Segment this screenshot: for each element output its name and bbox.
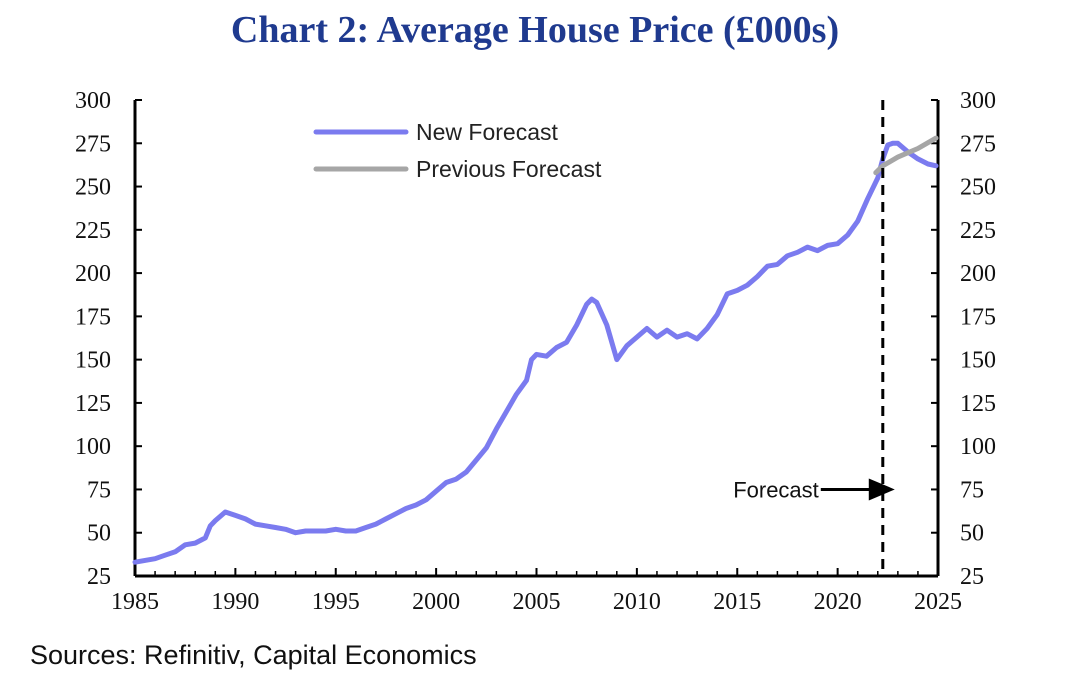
y-tick-label-right: 300 — [960, 88, 996, 114]
x-tick-labels: 1985 1990 1995 2000 2005 2010 2015 2020 2025 — [111, 589, 962, 615]
x-tick-label: 1995 — [312, 589, 360, 615]
legend-label: Previous Forecast — [416, 156, 602, 182]
y-tick-label-left: 50 — [87, 521, 111, 547]
y-tick-label-left: 275 — [75, 131, 111, 157]
forecast-arrow-head — [868, 478, 895, 501]
legend-label: New Forecast — [416, 119, 558, 145]
y-tick-label-left: 100 — [75, 434, 111, 460]
forecast-annotation: Forecast — [733, 477, 819, 502]
y-tick-label-left: 150 — [75, 348, 111, 374]
source-note: Sources: Refinitiv, Capital Economics — [30, 640, 477, 670]
y-tick-label-right: 175 — [960, 304, 996, 330]
y-tick-label-left: 300 — [75, 88, 111, 114]
x-tick-label: 2015 — [713, 589, 761, 615]
axes — [133, 99, 940, 578]
y-tick-label-left: 125 — [75, 391, 111, 417]
forecast-marker: Forecast — [733, 100, 895, 576]
y-tick-label-right: 225 — [960, 218, 996, 244]
y-tick-label-right: 275 — [960, 131, 996, 157]
x-tick-label: 2000 — [412, 589, 460, 615]
y-tick-label-left: 25 — [87, 564, 111, 590]
x-tick-label: 2025 — [914, 589, 962, 615]
chart-title: Chart 2: Average House Price (£000s) — [230, 9, 840, 51]
y-tick-label-right: 100 — [960, 434, 996, 460]
y-tick-label-left: 175 — [75, 304, 111, 330]
x-tick-label: 2005 — [513, 589, 561, 615]
y-tick-label-right: 25 — [960, 564, 984, 590]
x-tick-label: 2010 — [613, 589, 661, 615]
left-tick-labels: 25 50 75 100 125 150 175 200 225 250 275 300 — [75, 88, 111, 590]
x-tick-label: 2020 — [814, 589, 862, 615]
y-tick-label-right: 150 — [960, 348, 996, 374]
y-tick-label-left: 200 — [75, 261, 111, 287]
y-tick-label-right: 50 — [960, 521, 984, 547]
y-tick-label-left: 75 — [87, 477, 111, 503]
series-line-new-forecast — [132, 140, 939, 565]
y-tick-label-right: 125 — [960, 391, 996, 417]
legend: New Forecast Previous Forecast — [313, 119, 602, 182]
x-tick-label: 1990 — [211, 589, 259, 615]
y-tick-label-right: 250 — [960, 175, 996, 201]
series-line-previous-forecast — [873, 135, 939, 176]
y-tick-label-left: 250 — [75, 175, 111, 201]
series-group — [132, 135, 939, 565]
y-tick-label-left: 225 — [75, 218, 111, 244]
y-tick-label-right: 75 — [960, 477, 984, 503]
y-tick-label-right: 200 — [960, 261, 996, 287]
right-tick-labels: 25 50 75 100 125 150 175 200 225 250 275 300 — [960, 88, 996, 590]
x-tick-label: 1985 — [111, 589, 159, 615]
